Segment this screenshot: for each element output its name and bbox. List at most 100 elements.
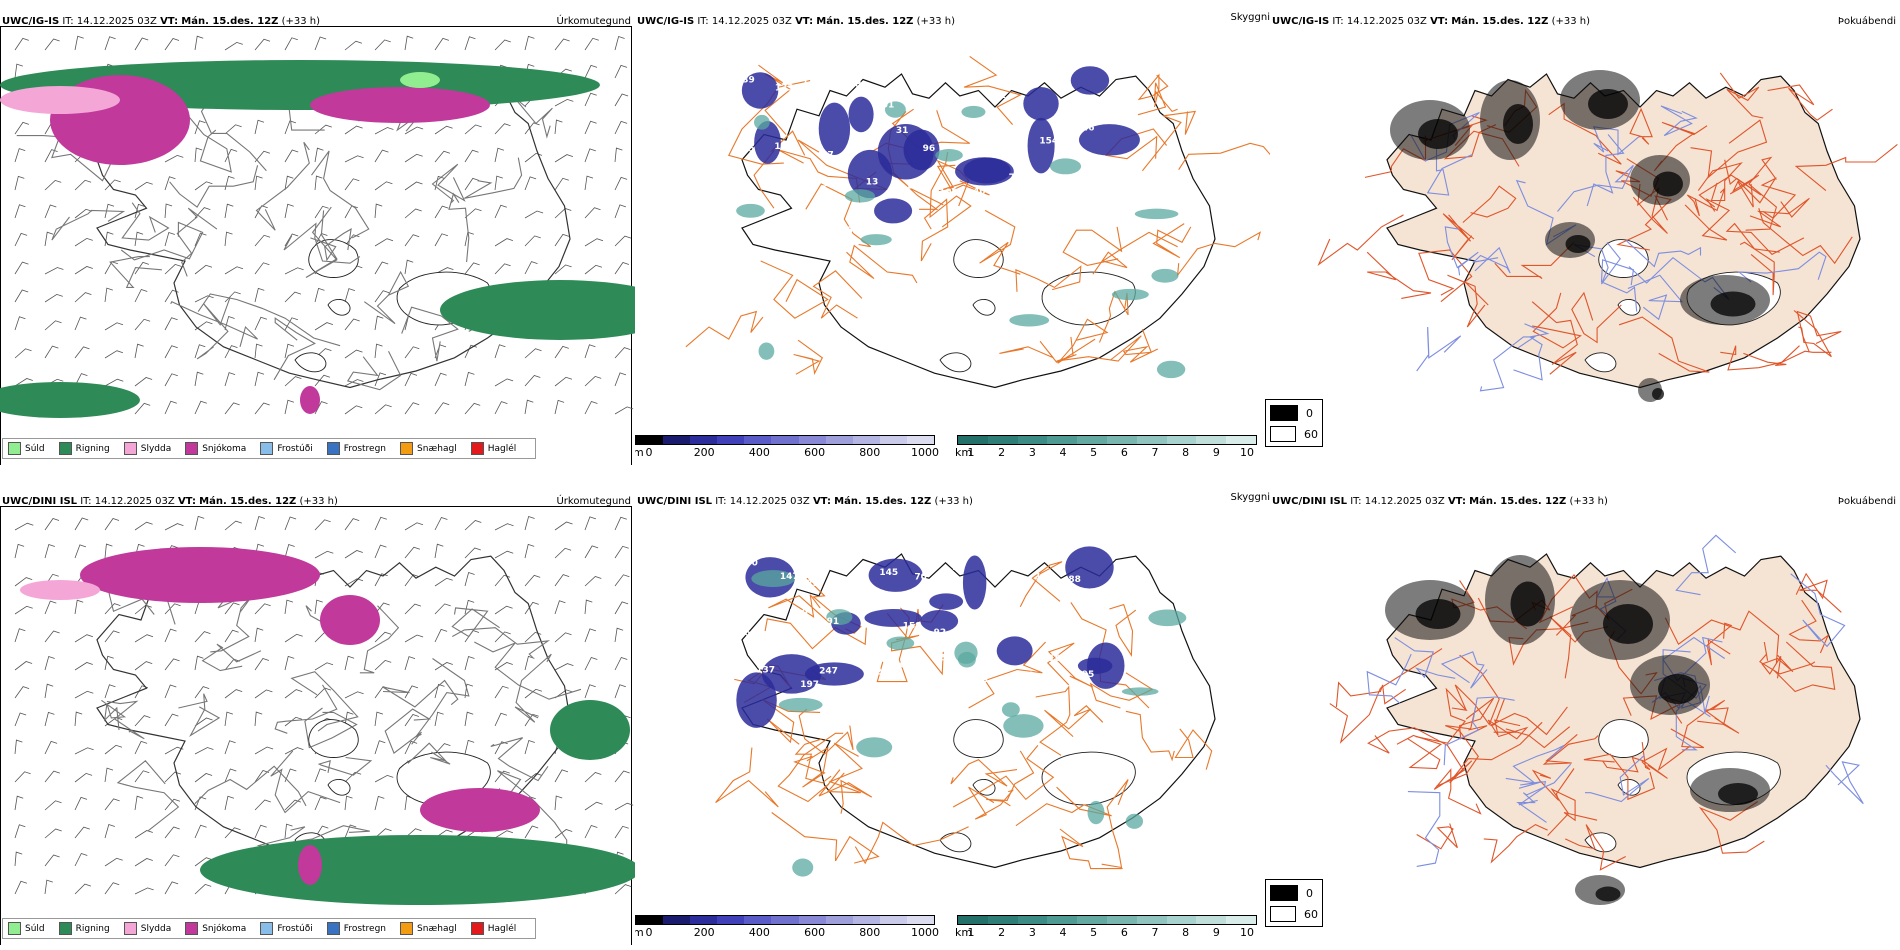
wind-barb <box>284 747 304 755</box>
wind-barb <box>464 177 479 191</box>
wind-barb <box>404 634 424 643</box>
legend-swatch <box>8 922 21 935</box>
wind-barb <box>494 344 506 359</box>
road-line <box>952 745 1055 808</box>
colorbar-tick: 10 <box>1240 446 1254 459</box>
fog-indicator-core <box>1603 604 1653 644</box>
road-line <box>490 737 549 782</box>
wind-barb <box>314 768 327 783</box>
colorbar-tick: 3 <box>1028 926 1036 939</box>
road-line <box>1490 697 1568 736</box>
wind-barb <box>44 149 58 163</box>
wind-barb <box>344 318 360 331</box>
colorbar-step <box>958 916 988 924</box>
wind-barb <box>314 287 325 303</box>
wind-barb <box>314 374 331 387</box>
wind-barb <box>584 825 598 839</box>
wind-barb <box>344 578 364 587</box>
it-value: 14.12.2025 03Z <box>94 496 175 507</box>
fog-scale-box: 0 60 <box>1265 399 1323 447</box>
road-line <box>16 135 117 182</box>
wind-barb <box>104 378 124 387</box>
wind-barb <box>164 881 179 895</box>
wind-barb <box>104 350 124 359</box>
cloudbase-value-label: 146 <box>1076 124 1095 134</box>
colorbar-step <box>825 436 853 444</box>
wind-barb <box>434 125 453 135</box>
it-value: 14.12.2025 03Z <box>729 496 810 507</box>
wind-barb <box>404 402 420 415</box>
wind-barb <box>434 662 453 671</box>
visibility-bar <box>957 915 1257 925</box>
wind-barb <box>464 371 475 387</box>
wind-barb <box>74 237 93 247</box>
fog-title: Þokuábendi <box>1837 496 1896 507</box>
wind-barb <box>164 38 180 51</box>
cloudbase-value-label: 57 <box>821 151 834 161</box>
wind-barb <box>314 796 327 811</box>
wind-barb <box>524 261 538 275</box>
wind-barb <box>404 685 419 699</box>
colorbar-tick: 6 <box>1120 926 1128 939</box>
wind-barb <box>404 828 422 839</box>
wind-barb <box>434 267 454 275</box>
road-line <box>1729 174 1760 208</box>
road-line <box>1618 316 1710 373</box>
glacier-outline <box>1617 299 1641 316</box>
fog-indicator-core <box>1710 291 1756 317</box>
road-line <box>1749 197 1810 228</box>
road-line <box>1602 756 1668 779</box>
low-cloudbase-area <box>761 654 822 694</box>
wind-barb <box>194 232 207 247</box>
wind-barb <box>374 774 394 783</box>
road-line <box>169 165 259 208</box>
road-line <box>1629 107 1653 145</box>
colorbar-step <box>958 436 988 444</box>
wind-barb <box>314 662 334 671</box>
cloudbase-value-label: 104 <box>974 141 993 151</box>
wind-barb <box>374 372 387 387</box>
legend-item: Snæhagl <box>400 922 457 935</box>
wind-barb <box>134 261 150 275</box>
road-line <box>196 297 231 360</box>
glacier-outline <box>953 719 1004 758</box>
road-line <box>1505 744 1565 784</box>
colorbar-step <box>798 436 826 444</box>
low-cloudbase-area <box>1065 546 1114 589</box>
road-line <box>1472 246 1511 274</box>
wind-barb <box>14 739 23 755</box>
wind-barb <box>314 322 334 331</box>
wind-barb <box>284 516 297 531</box>
cloudbase-value-label: 70 <box>1009 173 1022 183</box>
road-line <box>920 198 949 262</box>
low-visibility-area <box>1111 288 1149 301</box>
wind-barb <box>374 711 384 727</box>
wind-barb <box>524 122 540 135</box>
wind-barb <box>134 795 144 811</box>
road-line <box>1487 719 1529 740</box>
wind-barb <box>224 124 242 135</box>
colorbar-step <box>1106 916 1137 924</box>
wind-barb <box>404 234 420 247</box>
road-line <box>406 742 451 765</box>
wind-barb <box>254 711 263 727</box>
road-line <box>197 293 341 347</box>
wind-barb <box>524 631 542 643</box>
low-visibility-area <box>961 105 986 118</box>
fog-map <box>1317 70 1898 402</box>
colorbar-step <box>1226 436 1256 444</box>
wind-barb <box>134 521 153 531</box>
lead-time: (+33 h) <box>916 16 956 27</box>
wind-barb <box>374 203 383 219</box>
wind-barb <box>404 346 420 359</box>
cloudbase-value-label: 90 <box>798 189 811 199</box>
road-line <box>1795 572 1842 613</box>
road-line <box>777 732 844 803</box>
it-label: IT: <box>1332 16 1344 27</box>
wind-barb <box>554 233 570 247</box>
wind-barb <box>614 64 628 79</box>
wind-barb <box>224 175 235 191</box>
wind-barb <box>254 603 271 615</box>
fog-swatch-high <box>1270 405 1298 421</box>
glacier-outline <box>1584 832 1617 853</box>
